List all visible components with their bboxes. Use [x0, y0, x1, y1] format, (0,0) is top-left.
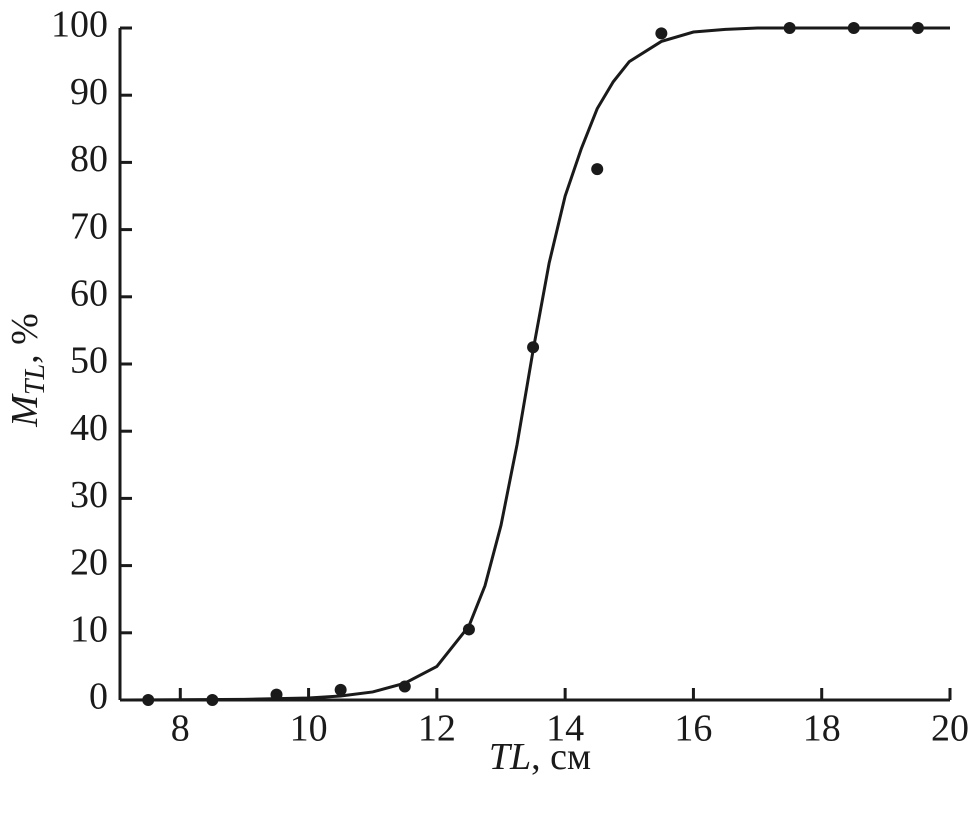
x-tick-label: 18	[803, 708, 841, 750]
data-point	[462, 623, 475, 636]
x-tick-label: 8	[171, 708, 190, 750]
y-tick-label: 50	[70, 340, 108, 382]
y-axis-label: MTL, %	[4, 313, 52, 427]
y-tick-label: 40	[70, 407, 108, 449]
y-tick-label: 100	[51, 4, 108, 46]
data-point	[591, 163, 604, 176]
y-tick-label: 60	[70, 273, 108, 315]
x-tick-label: 12	[418, 708, 456, 750]
x-axis-label: TL, см	[489, 736, 591, 778]
y-label-sub: TL	[20, 364, 51, 395]
y-label-suffix: , %	[4, 313, 46, 364]
x-tick-label: 14	[546, 708, 584, 750]
y-tick-label: 20	[70, 541, 108, 583]
y-tick-label: 70	[70, 205, 108, 247]
y-label-main: M	[4, 393, 46, 428]
x-tick-label: 20	[931, 708, 969, 750]
y-tick-label: 10	[70, 609, 108, 651]
x-tick-label: 16	[674, 708, 712, 750]
y-tick-label: 0	[89, 676, 108, 718]
x-label-main: TL	[489, 736, 531, 778]
y-tick-label: 80	[70, 138, 108, 180]
y-tick-label: 90	[70, 71, 108, 113]
fit-curve	[119, 26, 950, 702]
data-point	[655, 27, 668, 40]
y-tick-label: 30	[70, 474, 108, 516]
data-point	[334, 683, 347, 696]
x-label-suffix: , см	[531, 736, 591, 778]
x-tick-label: 10	[290, 708, 328, 750]
